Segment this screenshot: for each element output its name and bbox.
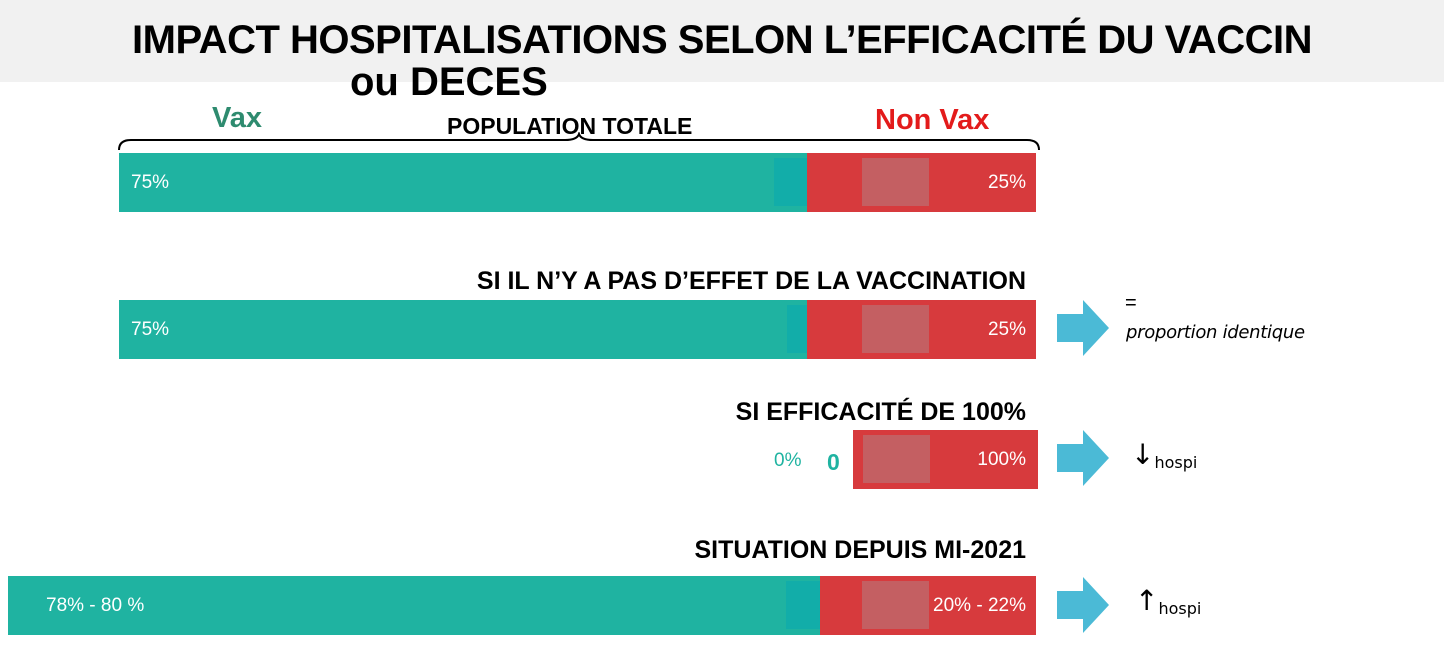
bar-segment-vax — [8, 576, 820, 635]
nonvax-label: Non Vax — [875, 104, 990, 136]
nonvax-value-label: 100% — [977, 448, 1026, 470]
arrow-right-icon — [1057, 430, 1109, 486]
shade-nonvax — [862, 158, 929, 206]
arrow-right-icon — [1057, 577, 1109, 633]
equal-sign: = — [1125, 292, 1137, 314]
bar-efficacite-100: 100% — [853, 430, 1038, 489]
row-title-no-effect: SI IL N’Y A PAS D’EFFET DE LA VACCINATIO… — [476, 267, 1026, 295]
vax-value-label: 75% — [131, 171, 170, 193]
vax-value-label: 78% - 80 % — [46, 594, 145, 616]
chart-title: IMPACT HOSPITALISATIONS SELON L’EFFICACI… — [132, 18, 1312, 62]
hospi-up-note: ↑hospi — [1135, 584, 1202, 618]
nonvax-value-label: 20% - 22% — [933, 594, 1026, 616]
vax-label: Vax — [212, 102, 262, 134]
nonvax-value-label: 25% — [987, 318, 1026, 340]
vax-zero-label: 0 — [827, 449, 840, 475]
row-title-since-2021: SITUATION DEPUIS MI-2021 — [694, 536, 1026, 564]
chart-subtitle: ou DECES — [350, 60, 548, 104]
bar-segment-vax — [119, 153, 807, 212]
down-arrow-icon: ↓ — [1131, 438, 1155, 471]
arrow-right-icon — [1057, 300, 1109, 356]
bar-depuis-mi-2021: 78% - 80 % 20% - 22% — [8, 576, 1036, 635]
bar-population-totale: 75% 25% — [119, 153, 1036, 212]
hospi-label: hospi — [1158, 599, 1202, 618]
vax-value-label: 75% — [131, 318, 170, 340]
hospi-down-note: ↓hospi — [1131, 438, 1198, 472]
up-arrow-icon: ↑ — [1135, 584, 1159, 617]
population-label: POPULATION TOTALE — [447, 113, 693, 139]
bar-sans-effet: 75% 25% — [119, 300, 1036, 359]
shade-nonvax — [863, 435, 930, 483]
bar-segment-vax — [119, 300, 807, 359]
vax-value-label: 0% — [774, 450, 802, 471]
title-band — [0, 0, 1444, 82]
identical-proportion-note: proportion identique — [1126, 322, 1305, 343]
nonvax-value-label: 25% — [987, 171, 1026, 193]
shade-nonvax — [862, 581, 929, 629]
shade-nonvax — [862, 305, 929, 353]
hospi-label: hospi — [1154, 453, 1198, 472]
population-brace — [118, 132, 1040, 151]
row-title-full-efficacy: SI EFFICACITÉ DE 100% — [735, 398, 1026, 426]
